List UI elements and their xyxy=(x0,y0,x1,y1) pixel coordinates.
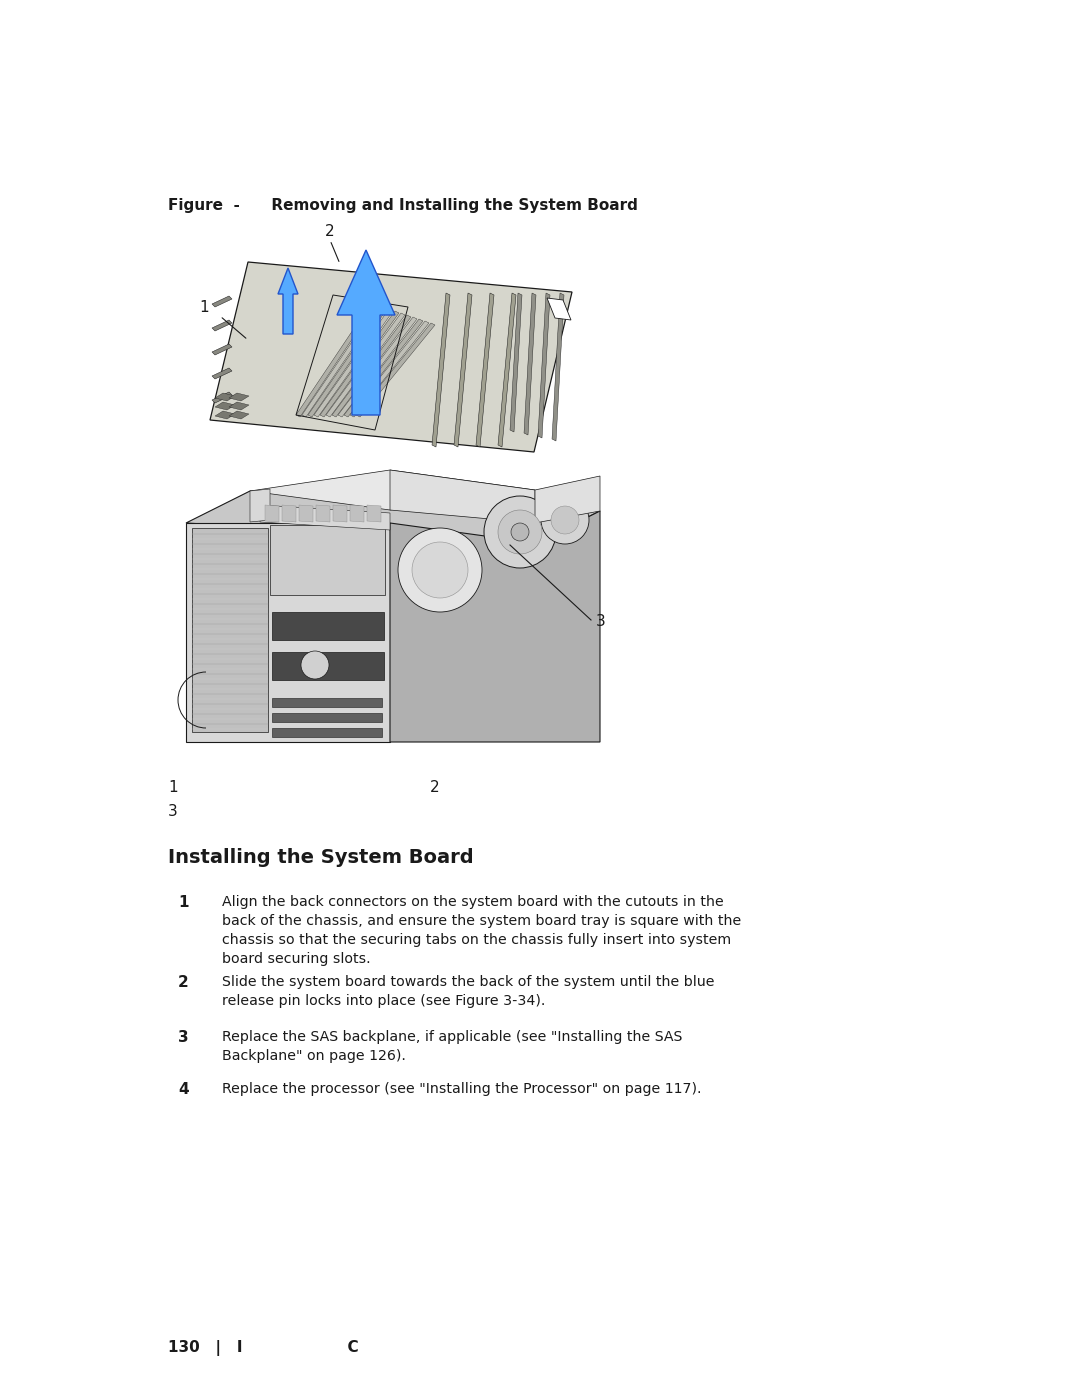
Polygon shape xyxy=(510,293,522,432)
Text: Slide the system board towards the back of the system until the blue
release pin: Slide the system board towards the back … xyxy=(222,975,715,1007)
Polygon shape xyxy=(308,307,387,416)
Circle shape xyxy=(399,528,482,612)
Text: 3: 3 xyxy=(596,615,606,630)
Text: Replace the SAS backplane, if applicable (see "Installing the SAS
Backplane" on : Replace the SAS backplane, if applicable… xyxy=(222,1030,683,1063)
Polygon shape xyxy=(316,504,330,522)
Polygon shape xyxy=(337,250,395,415)
Text: 2: 2 xyxy=(178,975,189,990)
Polygon shape xyxy=(229,402,249,409)
Polygon shape xyxy=(296,303,375,416)
Bar xyxy=(272,728,382,738)
Polygon shape xyxy=(212,393,232,402)
Polygon shape xyxy=(498,293,516,447)
Polygon shape xyxy=(333,504,347,522)
Circle shape xyxy=(511,522,529,541)
Polygon shape xyxy=(215,411,235,419)
Bar xyxy=(272,698,382,707)
Polygon shape xyxy=(535,476,600,522)
Bar xyxy=(270,525,384,595)
Polygon shape xyxy=(249,469,535,510)
Polygon shape xyxy=(212,320,232,331)
Polygon shape xyxy=(299,504,313,522)
Text: Replace the processor (see "Installing the Processor" on page 117).: Replace the processor (see "Installing t… xyxy=(222,1083,702,1097)
Polygon shape xyxy=(552,293,564,441)
Polygon shape xyxy=(390,469,535,522)
Polygon shape xyxy=(265,504,279,522)
Polygon shape xyxy=(356,323,435,416)
Circle shape xyxy=(411,542,468,598)
Polygon shape xyxy=(367,504,381,522)
Text: 1: 1 xyxy=(178,895,189,909)
Polygon shape xyxy=(476,293,494,447)
Text: 1: 1 xyxy=(199,300,208,316)
Polygon shape xyxy=(314,309,393,416)
Bar xyxy=(272,612,384,640)
Polygon shape xyxy=(332,314,411,416)
Circle shape xyxy=(541,496,589,543)
Polygon shape xyxy=(212,367,232,379)
Polygon shape xyxy=(260,504,390,529)
Text: 130   |   I                    C: 130 | I C xyxy=(168,1340,359,1356)
Text: 3: 3 xyxy=(168,805,178,820)
Text: Figure  -      Removing and Installing the System Board: Figure - Removing and Installing the Sys… xyxy=(168,198,638,212)
Text: 2: 2 xyxy=(325,225,335,239)
Polygon shape xyxy=(326,313,405,416)
Polygon shape xyxy=(390,511,600,742)
Circle shape xyxy=(498,510,542,555)
Polygon shape xyxy=(229,393,249,401)
Polygon shape xyxy=(338,317,417,416)
Polygon shape xyxy=(302,305,381,416)
Polygon shape xyxy=(278,268,298,334)
Polygon shape xyxy=(249,489,270,522)
Polygon shape xyxy=(320,312,399,416)
Polygon shape xyxy=(432,293,450,447)
Polygon shape xyxy=(186,522,390,742)
Text: 2: 2 xyxy=(430,780,440,795)
Text: 3: 3 xyxy=(178,1030,189,1045)
Circle shape xyxy=(484,496,556,569)
Polygon shape xyxy=(229,411,249,419)
Polygon shape xyxy=(546,298,571,320)
Circle shape xyxy=(301,651,329,679)
Circle shape xyxy=(551,506,579,534)
Polygon shape xyxy=(212,344,232,355)
Text: Align the back connectors on the system board with the cutouts in the
back of th: Align the back connectors on the system … xyxy=(222,895,741,965)
Polygon shape xyxy=(454,293,472,447)
Text: 4: 4 xyxy=(178,1083,189,1097)
Polygon shape xyxy=(538,293,550,439)
Bar xyxy=(272,652,384,680)
Polygon shape xyxy=(212,296,232,307)
Polygon shape xyxy=(282,504,296,522)
Bar xyxy=(192,528,268,732)
Polygon shape xyxy=(186,490,600,543)
Text: 1: 1 xyxy=(168,780,177,795)
Polygon shape xyxy=(215,402,235,409)
Polygon shape xyxy=(210,263,572,453)
Polygon shape xyxy=(350,321,429,416)
Polygon shape xyxy=(345,319,423,416)
Polygon shape xyxy=(350,504,364,522)
Bar xyxy=(272,712,382,722)
Text: Installing the System Board: Installing the System Board xyxy=(168,848,474,868)
Polygon shape xyxy=(215,393,235,401)
Polygon shape xyxy=(524,293,536,434)
